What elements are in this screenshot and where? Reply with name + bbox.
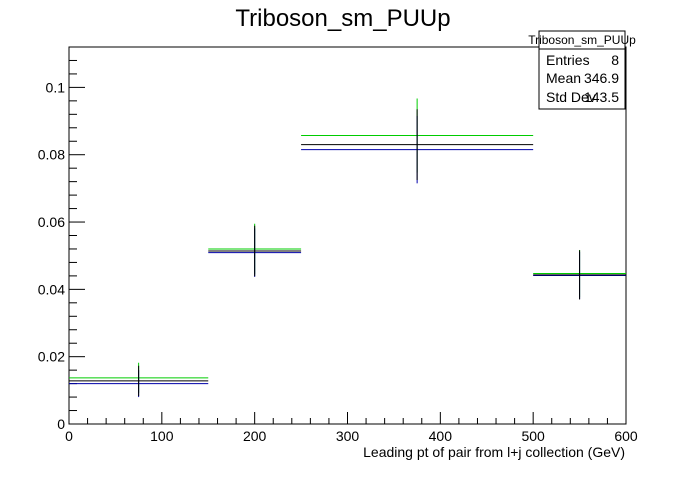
y-tick-label: 0 xyxy=(57,416,65,432)
x-tick-label: 500 xyxy=(521,428,545,444)
x-tick-label: 200 xyxy=(243,428,267,444)
stats-mean-value: 346.9 xyxy=(584,70,619,86)
stats-stddev-label: Std Dev xyxy=(546,89,596,105)
x-axis: 0 100 200 300 400 500 600 xyxy=(65,412,638,444)
stats-box-title: Triboson_sm_PUUp xyxy=(528,33,636,47)
stats-box-frame xyxy=(538,30,626,110)
y-tick-label: 0.02 xyxy=(38,349,65,365)
y-tick-label: 0.06 xyxy=(38,214,65,230)
stats-mean-label: Mean xyxy=(546,70,581,86)
y-tick-label: 0.1 xyxy=(46,79,66,95)
y-tick-label: 0.08 xyxy=(38,147,65,163)
y-axis: 0 0.02 0.04 0.06 0.08 0.1 xyxy=(38,46,85,432)
x-tick-label: 0 xyxy=(65,428,73,444)
x-tick-label: 300 xyxy=(336,428,360,444)
chart-title: Triboson_sm_PUUp xyxy=(235,5,450,32)
x-tick-label: 600 xyxy=(614,428,638,444)
x-tick-label: 400 xyxy=(429,428,453,444)
x-axis-label: Leading pt of pair from l+j collection (… xyxy=(363,444,625,460)
stats-entries-value: 8 xyxy=(611,52,619,68)
x-tick-label: 100 xyxy=(150,428,174,444)
stats-box: Triboson_sm_PUUp Entries 8 Mean 346.9 St… xyxy=(528,30,636,110)
stats-stddev-value: 143.5 xyxy=(584,89,619,105)
series-layer xyxy=(69,98,626,398)
stats-entries-label: Entries xyxy=(546,52,590,68)
y-tick-label: 0.04 xyxy=(38,281,65,297)
